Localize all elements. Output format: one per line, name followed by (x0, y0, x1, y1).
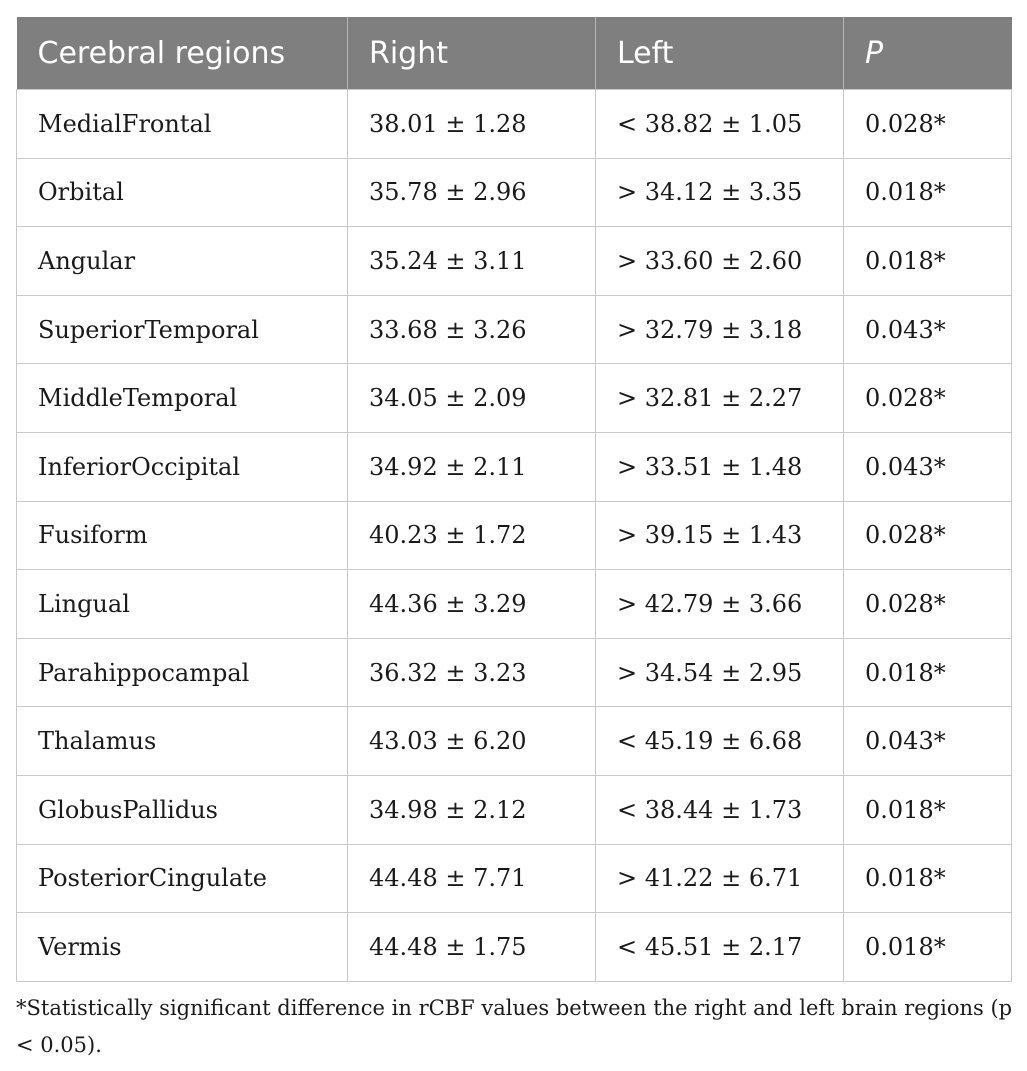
cell-left: > 32.81 ± 2.27 (595, 363, 844, 433)
header-p: P (843, 17, 1012, 90)
cell-left: < 45.19 ± 6.68 (595, 706, 844, 776)
header-row: Cerebral regions Right Left P (16, 17, 1012, 90)
table-row: Parahippocampal 36.32 ± 3.23 > 34.54 ± 2.9… (16, 637, 1012, 708)
cell-region: Lingual (16, 569, 348, 639)
cell-right: 40.23 ± 1.72 (347, 500, 596, 571)
table-row: Angular 35.24 ± 3.11 > 33.60 ± 2.60 0.018* (16, 226, 1012, 296)
cell-p: 0.018* (843, 157, 1012, 228)
cell-left: < 38.82 ± 1.05 (595, 89, 844, 159)
cell-region: GlobusPallidus (16, 774, 348, 845)
cell-right: 33.68 ± 3.26 (347, 294, 596, 365)
cell-left: > 34.12 ± 3.35 (595, 157, 844, 228)
cell-region: Vermis (16, 912, 348, 982)
cell-region: MiddleTemporal (16, 363, 348, 433)
cell-region: SuperiorTemporal (16, 294, 348, 365)
cell-p: 0.018* (843, 774, 1012, 845)
cell-region: Thalamus (16, 706, 348, 776)
cell-region: InferiorOccipital (16, 431, 348, 502)
cell-region: MedialFrontal (16, 89, 348, 159)
table-header: Cerebral regions Right Left P (16, 17, 1012, 90)
cell-left: > 42.79 ± 3.66 (595, 569, 844, 639)
cell-right: 34.98 ± 2.12 (347, 774, 596, 845)
cell-p: 0.028* (843, 569, 1012, 639)
table-footnote: *Statistically significant difference in… (16, 996, 1013, 1057)
table-row: Thalamus 43.03 ± 6.20 < 45.19 ± 6.68 0.043* (16, 706, 1012, 776)
table-row: Vermis 44.48 ± 1.75 < 45.51 ± 2.17 0.018* (16, 912, 1012, 982)
table-row: Lingual 44.36 ± 3.29 > 42.79 ± 3.66 0.028* (16, 569, 1012, 639)
cell-right: 34.92 ± 2.11 (347, 431, 596, 502)
table-row: MedialFrontal 38.01 ± 1.28 < 38.82 ± 1.05 0… (16, 89, 1012, 159)
cell-left: > 32.79 ± 3.18 (595, 294, 844, 365)
header-left: Left (595, 17, 844, 90)
cell-p: 0.018* (843, 843, 1012, 914)
cell-p: 0.018* (843, 226, 1012, 296)
rcbf-table: Cerebral regions Right Left P MedialFron… (16, 17, 1012, 982)
table-container: Cerebral regions Right Left P MedialFron… (16, 17, 1012, 982)
cell-region: PosteriorCingulate (16, 843, 348, 914)
cell-region: Parahippocampal (16, 637, 348, 708)
cell-left: > 41.22 ± 6.71 (595, 843, 844, 914)
cell-right: 35.24 ± 3.11 (347, 226, 596, 296)
cell-region: Orbital (16, 157, 348, 228)
cell-right: 44.48 ± 7.71 (347, 843, 596, 914)
table-body: MedialFrontal 38.01 ± 1.28 < 38.82 ± 1.05 0… (16, 89, 1012, 982)
cell-p: 0.043* (843, 431, 1012, 502)
cell-left: < 45.51 ± 2.17 (595, 912, 844, 982)
table-row: MiddleTemporal 34.05 ± 2.09 > 32.81 ± 2.27… (16, 363, 1012, 433)
table-row: GlobusPallidus 34.98 ± 2.12 < 38.44 ± 1.73… (16, 774, 1012, 845)
table-row: Fusiform 40.23 ± 1.72 > 39.15 ± 1.43 0.028* (16, 500, 1012, 571)
cell-right: 43.03 ± 6.20 (347, 706, 596, 776)
header-right: Right (347, 17, 596, 90)
table-row: InferiorOccipital 34.92 ± 2.11 > 33.51 ± 1… (16, 431, 1012, 502)
cell-right: 38.01 ± 1.28 (347, 89, 596, 159)
cell-p: 0.028* (843, 500, 1012, 571)
cell-left: > 34.54 ± 2.95 (595, 637, 844, 708)
table-row: Orbital 35.78 ± 2.96 > 34.12 ± 3.35 0.018* (16, 157, 1012, 228)
cell-right: 44.36 ± 3.29 (347, 569, 596, 639)
header-cerebral-regions: Cerebral regions (16, 17, 348, 90)
cell-left: > 33.60 ± 2.60 (595, 226, 844, 296)
table-row: PosteriorCingulate 44.48 ± 7.71 > 41.22 ± … (16, 843, 1012, 914)
cell-left: > 33.51 ± 1.48 (595, 431, 844, 502)
cell-p: 0.043* (843, 706, 1012, 776)
cell-p: 0.028* (843, 89, 1012, 159)
cell-region: Fusiform (16, 500, 348, 571)
cell-p: 0.018* (843, 637, 1012, 708)
cell-right: 34.05 ± 2.09 (347, 363, 596, 433)
cell-right: 44.48 ± 1.75 (347, 912, 596, 982)
cell-p: 0.043* (843, 294, 1012, 365)
table-row: SuperiorTemporal 33.68 ± 3.26 > 32.79 ± 3.… (16, 294, 1012, 365)
cell-left: < 38.44 ± 1.73 (595, 774, 844, 845)
cell-region: Angular (16, 226, 348, 296)
cell-p: 0.028* (843, 363, 1012, 433)
cell-right: 36.32 ± 3.23 (347, 637, 596, 708)
cell-left: > 39.15 ± 1.43 (595, 500, 844, 571)
cell-right: 35.78 ± 2.96 (347, 157, 596, 228)
cell-p: 0.018* (843, 912, 1012, 982)
